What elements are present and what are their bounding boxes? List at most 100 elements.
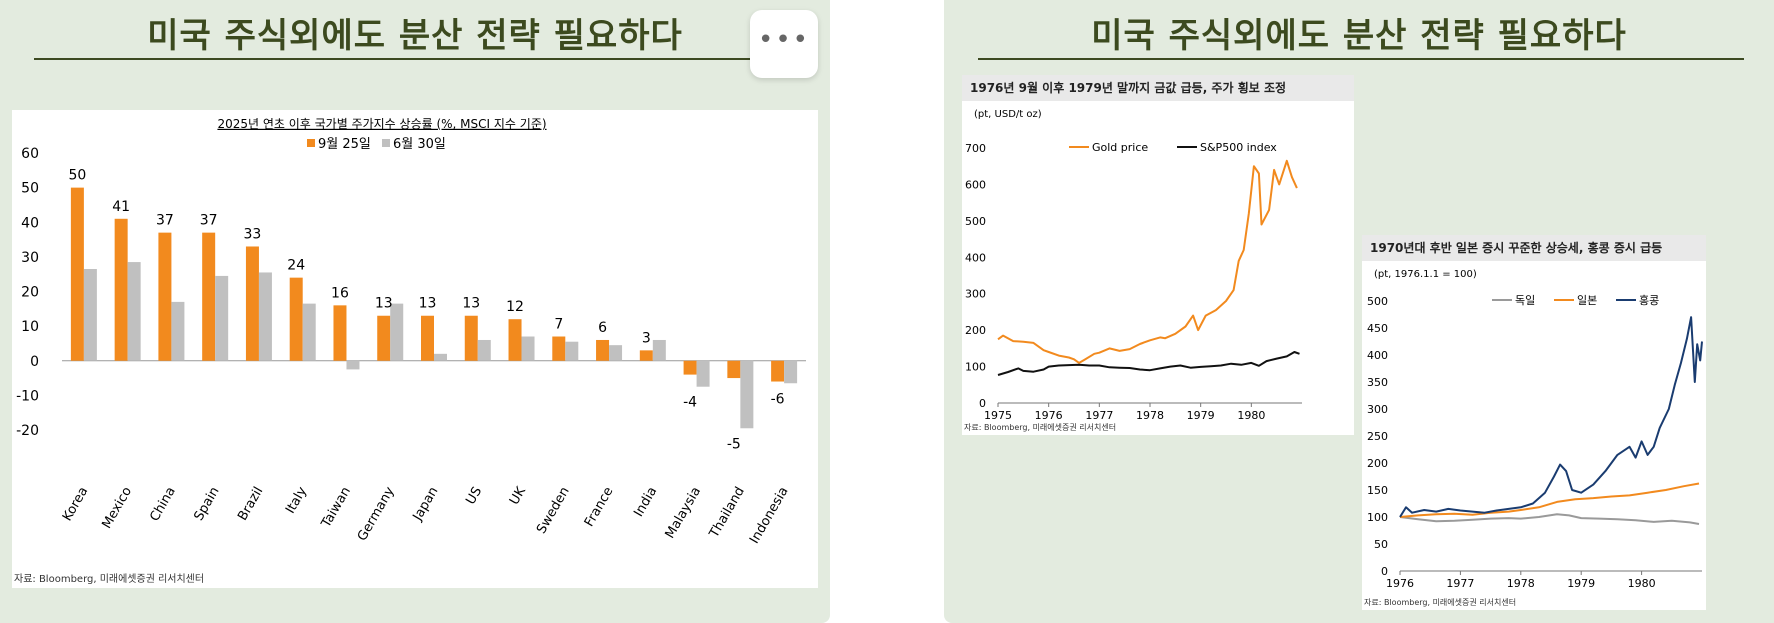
unit-label: (pt, USD/t oz) [974, 109, 1042, 120]
x-tick-label: 1978 [1507, 577, 1535, 590]
x-tick-label: Malaysia [663, 485, 704, 542]
bar [70, 187, 84, 361]
chart-title: 2025년 연초 이후 국가별 주가지수 상승률 (%, MSCI 지수 기준) [217, 117, 546, 131]
x-tick-label: 1979 [1187, 409, 1215, 422]
bar [346, 360, 360, 370]
legend-label: 독일 [1515, 293, 1535, 307]
bar [565, 341, 579, 361]
right-slide: 미국 주식외에도 분산 전략 필요하다 1976년 9월 이후 1979년 말까… [944, 0, 1774, 623]
bar [158, 232, 172, 361]
y-tick-label: -20 [16, 423, 39, 439]
x-tick-label: Thailand [706, 485, 747, 542]
bar [114, 218, 128, 361]
x-tick-label: 1978 [1136, 409, 1164, 422]
title-divider [34, 58, 754, 60]
y-tick-label: 300 [965, 288, 986, 301]
data-label: 41 [112, 199, 130, 215]
x-tick-label: 1979 [1567, 577, 1595, 590]
y-tick-label: 50 [1374, 538, 1388, 551]
bar [127, 262, 141, 361]
bar [202, 232, 216, 361]
legend-swatch [382, 139, 390, 147]
legend-label: 9월 25일 [318, 137, 371, 152]
bar [377, 315, 391, 361]
gold-chart-card: 1976년 9월 이후 1979년 말까지 금값 급등, 주가 횡보 조정 (p… [962, 75, 1354, 435]
bar [171, 301, 185, 361]
y-tick-label: 400 [965, 251, 986, 264]
data-label: 7 [554, 317, 563, 333]
slide-title: 미국 주식외에도 분산 전략 필요하다 [147, 16, 683, 56]
legend-label: Gold price [1092, 141, 1148, 154]
x-tick-label: 1975 [984, 409, 1012, 422]
y-tick-label: 450 [1367, 322, 1388, 335]
data-label: 13 [462, 296, 480, 312]
series-line [1399, 482, 1700, 518]
x-tick-label: India [631, 485, 660, 520]
bar [302, 303, 316, 361]
x-tick-label: 1976 [1035, 409, 1063, 422]
bar-chart-card: 2025년 연초 이후 국가별 주가지수 상승률 (%, MSCI 지수 기준)… [12, 110, 818, 588]
legend-label: 일본 [1577, 293, 1597, 307]
series-line [997, 159, 1298, 364]
bar [771, 360, 785, 382]
bar [477, 339, 491, 361]
x-tick-label: 1980 [1237, 409, 1265, 422]
more-options-button[interactable]: ••• [750, 10, 818, 78]
y-tick-label: 40 [21, 215, 39, 231]
asia-chart-card: 1970년대 후반 일본 증시 꾸준한 상승세, 홍콩 증시 급등 (pt, 1… [1362, 235, 1706, 610]
bar [245, 246, 259, 361]
left-slide: 미국 주식외에도 분산 전략 필요하다 ••• 2025년 연초 이후 국가별 … [0, 0, 830, 623]
bar [434, 353, 447, 361]
x-tick-label: Germany [355, 484, 398, 544]
y-tick-label: 300 [1367, 403, 1388, 416]
y-tick-label: 60 [21, 146, 39, 162]
bar [464, 315, 478, 361]
bar [683, 360, 697, 375]
bar [727, 360, 741, 379]
slide-title: 미국 주식외에도 분산 전략 필요하다 [1091, 16, 1627, 56]
chart-source: 자료: Bloomberg, 미래에셋증권 리서치센터 [964, 423, 1117, 432]
gold-chart-title: 1976년 9월 이후 1979년 말까지 금값 급등, 주가 횡보 조정 [962, 75, 1354, 101]
chart-source: 자료: Bloomberg, 미래에셋증권 리서치센터 [14, 574, 205, 585]
x-tick-label: Japan [410, 485, 442, 525]
bar [390, 303, 404, 361]
y-tick-label: 700 [965, 142, 986, 155]
x-tick-label: Spain [191, 485, 222, 524]
x-tick-label: US [463, 485, 485, 508]
bar [784, 360, 798, 384]
legend-label: S&P500 index [1200, 141, 1277, 154]
x-tick-label: France [582, 485, 617, 530]
y-tick-label: 350 [1367, 376, 1388, 389]
y-tick-label: 250 [1367, 430, 1388, 443]
data-label: 3 [642, 330, 651, 346]
data-label: 37 [200, 213, 218, 229]
y-tick-label: 20 [21, 285, 39, 301]
x-tick-label: 1980 [1628, 577, 1656, 590]
x-tick-label: Sweden [534, 485, 573, 537]
y-tick-label: 0 [979, 397, 986, 410]
series-line [1399, 316, 1703, 518]
gold-line-chart: (pt, USD/t oz) 0 100 200 300 400 500 600 700 1975… [965, 109, 1302, 422]
bar [521, 336, 535, 361]
bar [696, 360, 710, 387]
bar-chart: 2025년 연초 이후 국가별 주가지수 상승률 (%, MSCI 지수 기준)… [16, 117, 806, 546]
data-label: 13 [375, 296, 393, 312]
bar [215, 275, 229, 361]
x-tick-label: Taiwan [318, 485, 354, 532]
data-label: 33 [244, 226, 262, 242]
x-tick-label: 1976 [1386, 577, 1414, 590]
data-label: 13 [419, 296, 437, 312]
y-tick-label: 50 [21, 181, 39, 197]
data-label: 16 [331, 285, 349, 301]
x-tick-label: Mexico [99, 484, 135, 531]
bar [552, 336, 566, 361]
data-label: 37 [156, 213, 174, 229]
x-tick-label: 1977 [1085, 409, 1113, 422]
data-label: -6 [771, 391, 785, 407]
y-tick-label: 100 [1367, 511, 1388, 524]
y-tick-label: 200 [965, 324, 986, 337]
bar [258, 272, 272, 361]
y-tick-label: 0 [30, 354, 39, 370]
bar [639, 350, 653, 361]
chart-source: 자료: Bloomberg, 미래에셋증권 리서치센터 [1364, 598, 1517, 607]
